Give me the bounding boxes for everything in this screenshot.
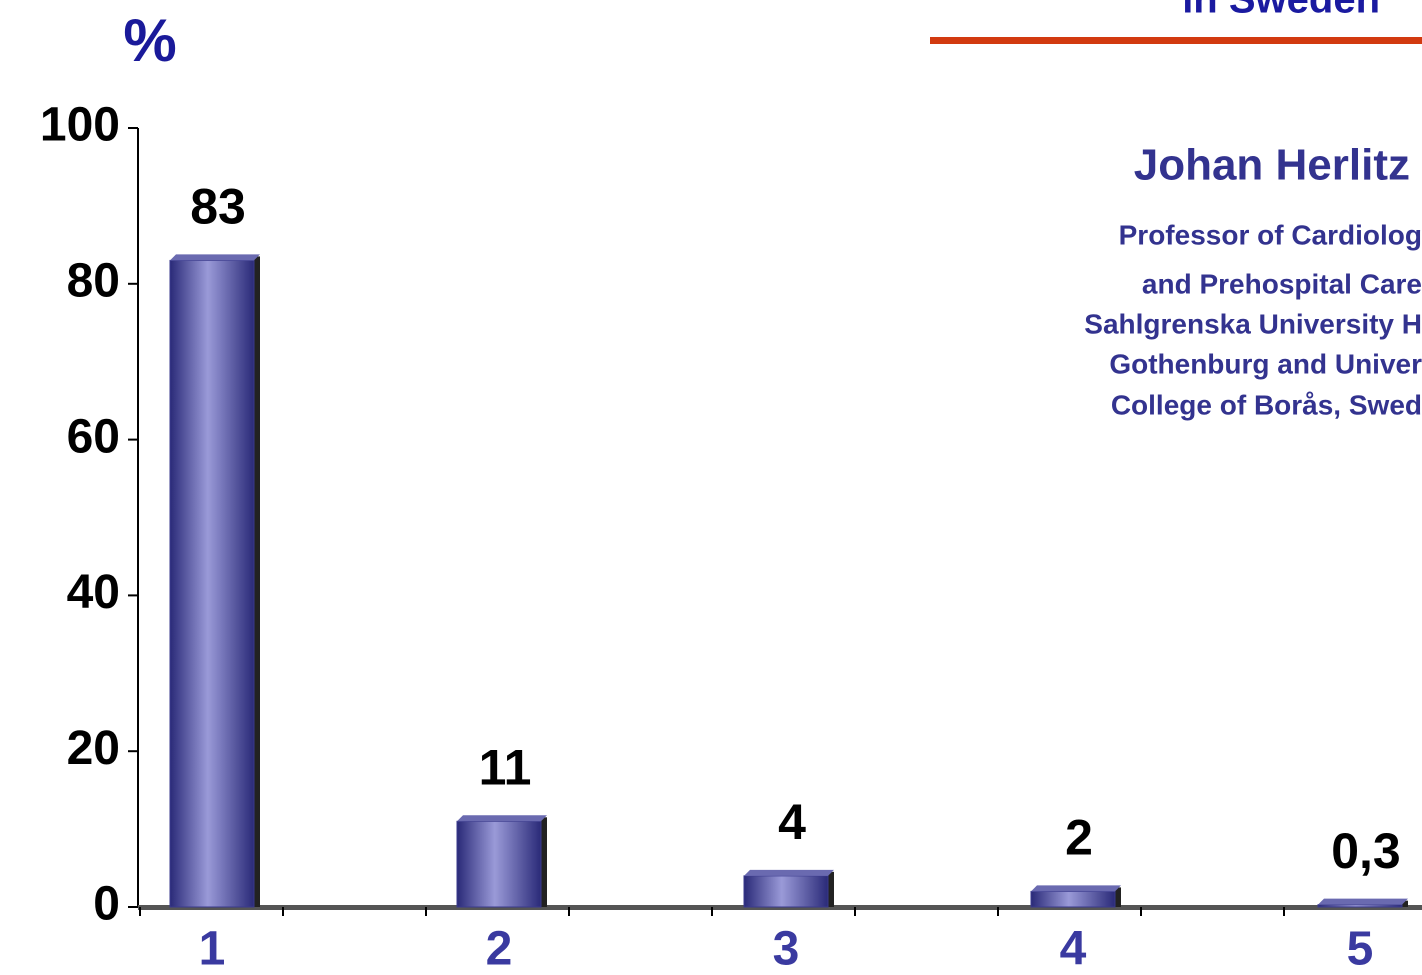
y-tick-label: 0: [93, 878, 120, 931]
y-axis-label: %: [123, 7, 176, 74]
bar-top: [744, 869, 834, 876]
affiliation-line: Professor of Cardiolog: [1119, 219, 1422, 250]
bar: [169, 259, 255, 908]
y-tick-label: 100: [40, 99, 120, 152]
bar-top: [1031, 885, 1121, 892]
value-label: 4: [778, 794, 806, 850]
bar: [743, 875, 829, 908]
bar-top: [170, 254, 260, 261]
affiliation-line: Gothenburg and Univer: [1109, 348, 1422, 379]
bar: [1317, 904, 1403, 908]
title-rule: [930, 37, 1422, 44]
x-tick-label: 3: [773, 923, 800, 975]
value-label: 11: [479, 740, 532, 796]
y-tick-label: 80: [67, 254, 120, 307]
bar: [1030, 890, 1116, 908]
chart-title: in Sweden: [1182, 0, 1380, 22]
y-tick-label: 60: [67, 410, 120, 463]
value-label: 83: [190, 179, 246, 235]
affiliation-line: College of Borås, Swed: [1111, 389, 1422, 420]
affiliation-line: and Prehospital Care: [1142, 268, 1422, 299]
x-tick-label: 5: [1347, 923, 1374, 975]
bar-top: [1318, 898, 1408, 905]
x-tick-label: 2: [486, 923, 513, 975]
bar-top: [457, 815, 547, 822]
x-tick-label: 4: [1060, 923, 1087, 975]
affiliation-line: Sahlgrenska University H: [1084, 308, 1422, 339]
value-label: 0,3: [1331, 823, 1401, 879]
y-tick-label: 20: [67, 722, 120, 775]
x-tick-label: 1: [199, 923, 226, 975]
y-tick-label: 40: [67, 566, 120, 619]
value-label: 2: [1065, 810, 1093, 866]
bar: [456, 820, 542, 908]
affiliation: Professor of Cardiolog and Prehospital Ca…: [1084, 219, 1422, 420]
author: Johan Herlitz: [1134, 141, 1410, 190]
